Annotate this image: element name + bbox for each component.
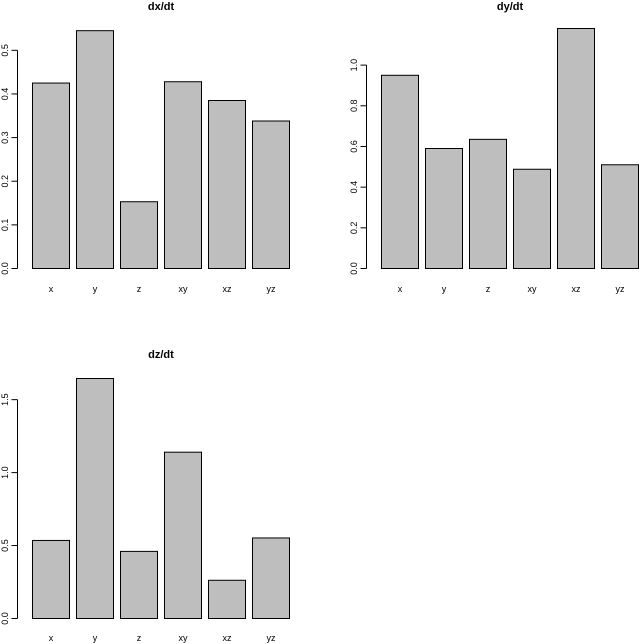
bar-yz bbox=[601, 164, 639, 269]
chart-title: dx/dt bbox=[148, 1, 175, 13]
x-tick-label: z bbox=[137, 284, 142, 294]
bar-x bbox=[381, 74, 419, 269]
x-tick-label: xy bbox=[528, 284, 538, 294]
bar-xy bbox=[164, 81, 202, 270]
x-tick-label: z bbox=[486, 284, 491, 294]
y-tick-label: 0.0 bbox=[349, 262, 359, 275]
x-tick-label: xz bbox=[223, 633, 233, 643]
bar-xy bbox=[513, 168, 551, 269]
bar-xz bbox=[557, 28, 595, 269]
x-tick-label: x bbox=[49, 284, 54, 294]
x-tick-label: y bbox=[93, 284, 98, 294]
y-tick-label: 0.3 bbox=[0, 131, 10, 144]
bar-z bbox=[120, 550, 158, 619]
bar-x bbox=[32, 539, 70, 620]
x-tick-label: y bbox=[93, 633, 98, 643]
y-tick-label: 1.5 bbox=[0, 393, 10, 406]
chart-panel-dz-dt: dz/dtx y z xy xz yz0.00.51.01.5 bbox=[0, 349, 290, 643]
y-tick-label: 0.4 bbox=[349, 181, 359, 194]
bar-yz bbox=[252, 120, 290, 269]
y-tick-label: 0.8 bbox=[349, 100, 359, 113]
y-tick-label: 0.5 bbox=[0, 539, 10, 552]
x-tick-label: xy bbox=[179, 633, 189, 643]
x-tick-label: y bbox=[442, 284, 447, 294]
bar-yz bbox=[252, 537, 290, 619]
y-tick-label: 0.0 bbox=[0, 262, 10, 275]
y-tick-label: 0.2 bbox=[0, 175, 10, 188]
bar-z bbox=[469, 138, 507, 269]
x-tick-label: xz bbox=[572, 284, 582, 294]
bar-y bbox=[76, 378, 114, 619]
y-tick-label: 0.0 bbox=[0, 612, 10, 625]
x-tick-label: xy bbox=[179, 284, 189, 294]
bar-xy bbox=[164, 451, 202, 620]
bar-y bbox=[425, 148, 463, 269]
x-tick-label: yz bbox=[267, 284, 277, 294]
x-tick-label: z bbox=[137, 633, 142, 643]
y-tick-label: 0.1 bbox=[0, 219, 10, 232]
x-tick-label: yz bbox=[616, 284, 626, 294]
chart-title: dy/dt bbox=[497, 1, 524, 13]
y-tick-label: 0.2 bbox=[349, 222, 359, 235]
x-tick-label: xz bbox=[223, 284, 233, 294]
y-tick-label: 0.4 bbox=[0, 88, 10, 101]
bar-z bbox=[120, 201, 158, 269]
bar-y bbox=[76, 30, 114, 269]
chart-title: dz/dt bbox=[148, 349, 174, 361]
y-tick-label: 0.5 bbox=[0, 44, 10, 57]
y-tick-label: 1.0 bbox=[349, 59, 359, 72]
y-tick-label: 0.6 bbox=[349, 140, 359, 153]
bar-xz bbox=[208, 100, 246, 269]
x-tick-label: x bbox=[398, 284, 403, 294]
bar-xz bbox=[208, 579, 246, 620]
chart-panel-dy-dt: dy/dtx y z xy xz yz0.00.20.40.60.81.0 bbox=[349, 1, 639, 294]
y-tick-label: 1.0 bbox=[0, 466, 10, 479]
x-tick-label: yz bbox=[267, 633, 277, 643]
bar-x bbox=[32, 82, 70, 269]
x-tick-label: x bbox=[49, 633, 54, 643]
chart-panel-dx-dt: dx/dtx y z xy xz yz0.00.10.20.30.40.5 bbox=[0, 1, 290, 294]
